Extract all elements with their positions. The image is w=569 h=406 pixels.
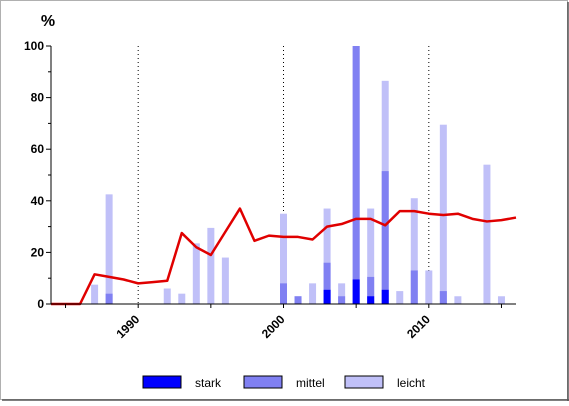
bar-leicht-1996: [221, 257, 229, 304]
bar-leicht-2003: [323, 208, 331, 304]
bar-leicht-2006: [367, 208, 375, 304]
bar-mittel-2011: [439, 291, 447, 304]
bar-mittel-2000: [280, 283, 287, 304]
bar-stark-2003: [323, 289, 331, 304]
y-tick-label-60: 60: [31, 142, 45, 156]
bar-leicht-2000: [280, 213, 287, 304]
bar-stark-2006: [367, 296, 375, 304]
y-tick-label-100: 100: [24, 39, 44, 53]
bar-leicht-2014: [483, 164, 491, 304]
bar-leicht-2008: [396, 291, 404, 304]
bar-leicht-1994: [192, 243, 200, 304]
bar-mittel-2006: [367, 276, 375, 304]
bar-leicht-2010: [425, 270, 433, 304]
bar-leicht-2004: [338, 283, 346, 304]
reference-lines: [137, 46, 430, 304]
legend-swatch-mittel: [243, 375, 283, 389]
y-axis-unit-label: %: [41, 13, 55, 30]
bar-leicht-2012: [454, 296, 462, 304]
bar-mittel-2003: [323, 262, 331, 304]
bar-leicht-1987: [91, 284, 99, 304]
bar-mittel-2005: [352, 46, 360, 304]
bar-mittel-2001: [294, 296, 302, 304]
y-tick-label-40: 40: [31, 194, 45, 208]
bar-stark-2005: [352, 279, 360, 304]
legend: stark mittel leicht: [142, 375, 426, 390]
y-tick-label-0: 0: [37, 297, 44, 311]
bar-leicht-1988: [105, 194, 113, 304]
bar-leicht-1995: [207, 227, 215, 304]
bar-leicht-1993: [178, 293, 186, 304]
bar-leicht-2002: [309, 283, 317, 304]
legend-label-mittel: mittel: [296, 376, 325, 390]
legend-swatch-leicht: [344, 375, 384, 389]
line-series: [51, 207, 517, 306]
bar-leicht-1992: [163, 288, 171, 304]
y-tick-label-20: 20: [31, 245, 45, 259]
bar-mittel-2009: [410, 270, 418, 304]
bar-leicht-2009: [410, 198, 418, 304]
bar-mittel-1988: [105, 293, 113, 304]
line-series-group: [51, 207, 517, 306]
legend-label-leicht: leicht: [397, 376, 426, 390]
bar-stark-2007: [381, 289, 389, 304]
bar-mittel-2004: [338, 296, 346, 304]
bar-leicht-2015: [497, 296, 505, 304]
y-tick-label-80: 80: [31, 91, 45, 105]
legend-swatch-stark: [142, 375, 182, 389]
bar-mittel-2007: [381, 171, 389, 304]
legend-label-stark: stark: [195, 376, 222, 390]
